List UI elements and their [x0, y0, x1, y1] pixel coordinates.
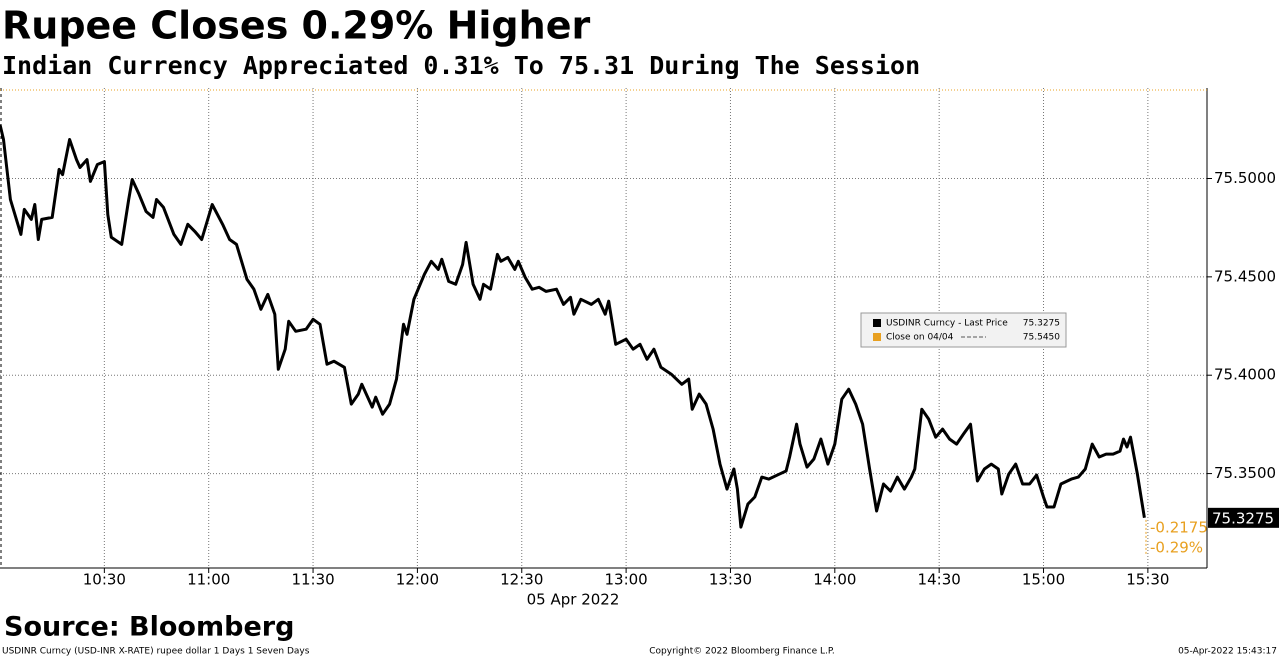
legend-entry: Close on 04/04 — [886, 333, 954, 343]
x-tick-label: 12:30 — [500, 571, 543, 589]
x-tick-label: 14:30 — [918, 571, 961, 589]
x-tick-label: 13:00 — [604, 571, 647, 589]
legend-entry: USDINR Curncy - Last Price — [886, 319, 1008, 329]
copyright: Copyright© 2022 Bloomberg Finance L.P. — [649, 647, 834, 657]
legend-box — [860, 312, 1067, 348]
legend-swatch — [873, 319, 881, 327]
x-tick-label: 10:30 — [83, 571, 126, 589]
x-axis-label: 05 Apr 2022 — [527, 591, 620, 609]
source: Source: Bloomberg — [4, 612, 294, 643]
legend-value: 75.3275 — [1023, 319, 1060, 329]
x-tick-label: 14:00 — [813, 571, 856, 589]
x-tick-label: 11:00 — [187, 571, 230, 589]
price-line — [0, 124, 1146, 529]
y-tick-label: 75.3500 — [1214, 464, 1276, 482]
x-tick-label: 13:30 — [709, 571, 752, 589]
x-tick-label: 11:30 — [291, 571, 334, 589]
x-tick-label: 12:00 — [396, 571, 439, 589]
legend-swatch — [873, 333, 881, 341]
x-tick-label: 15:30 — [1126, 571, 1169, 589]
y-tick-label: 75.5000 — [1214, 169, 1276, 187]
last-price-label: 75.3275 — [1212, 509, 1274, 527]
y-tick-label: 75.4000 — [1214, 366, 1276, 384]
chart-title: Rupee Closes 0.29% Higher — [2, 4, 590, 48]
y-tick-label: 75.4500 — [1214, 267, 1276, 285]
change-pct-label: -0.29% — [1150, 538, 1203, 556]
change-label: -0.2175 — [1150, 518, 1208, 536]
timestamp: 05-Apr-2022 15:43:17 — [1178, 647, 1277, 657]
chart-subtitle: Indian Currency Appreciated 0.31% To 75.… — [2, 51, 920, 80]
footer-note: USDINR Curncy (USD-INR X-RATE) rupee dol… — [2, 647, 310, 657]
x-tick-label: 15:00 — [1022, 571, 1065, 589]
legend-value: 75.5450 — [1023, 333, 1060, 343]
last-price-badge — [1208, 507, 1279, 528]
